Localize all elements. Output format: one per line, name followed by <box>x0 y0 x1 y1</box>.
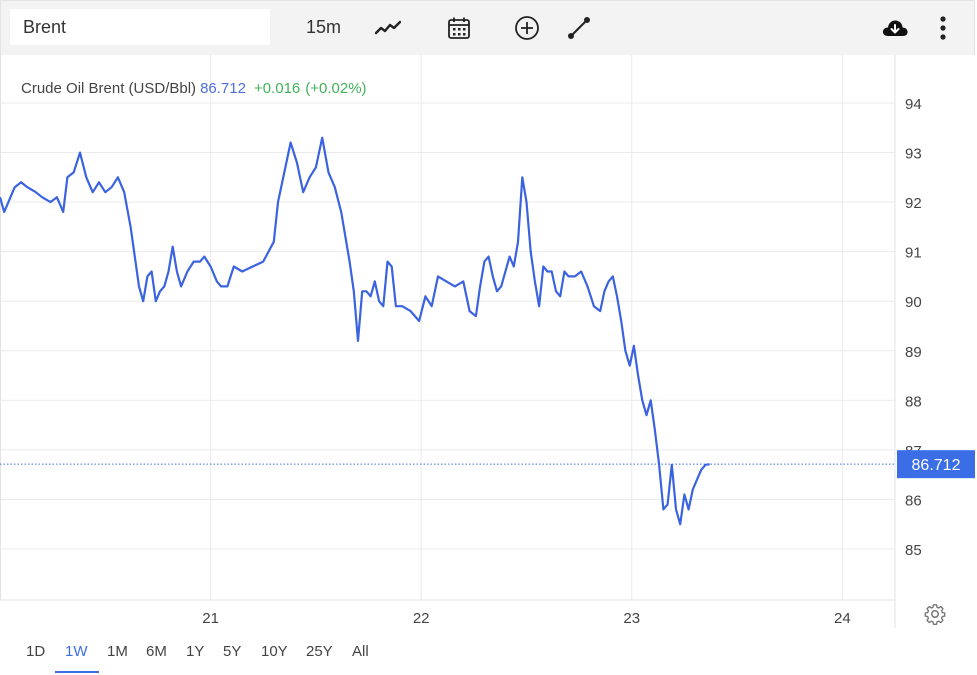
more-vertical-icon[interactable] <box>928 13 958 43</box>
price-tag-box <box>897 450 975 479</box>
download-cloud-icon[interactable] <box>880 13 910 43</box>
y-tick-label: 93 <box>905 146 922 163</box>
active-range-underline <box>55 671 99 673</box>
range-5y-button[interactable]: 5Y <box>223 643 242 660</box>
price-tag-label: 86.712 <box>912 457 961 474</box>
y-tick-label: 90 <box>905 294 922 311</box>
chart-toolbar: 15m <box>0 0 975 55</box>
calendar-icon[interactable] <box>444 13 474 43</box>
chart-grid <box>0 55 895 600</box>
y-tick-label: 85 <box>905 542 922 559</box>
range-6m-button[interactable]: 6M <box>146 643 167 660</box>
y-tick-label: 88 <box>905 393 922 410</box>
y-tick-label: 94 <box>905 96 922 113</box>
range-25y-button[interactable]: 25Y <box>306 643 333 660</box>
price-series-line <box>0 136 710 526</box>
settings-gear-icon[interactable] <box>924 603 946 625</box>
interval-selector[interactable]: 15m <box>306 17 342 37</box>
symbol-search-input[interactable] <box>10 9 270 45</box>
range-1m-button[interactable]: 1M <box>107 643 128 660</box>
legend-symbol-name: Crude Oil Brent (USD/Bbl) <box>21 80 197 97</box>
x-tick-label: 24 <box>834 610 851 627</box>
y-tick-label: 91 <box>905 245 922 262</box>
time-range-selector: 1D 1W 1M 6M 1Y 5Y 10Y 25Y All <box>0 636 600 675</box>
legend-change: +0.016 <box>253 80 301 97</box>
y-tick-label: 86 <box>905 492 922 509</box>
line-chart-icon[interactable] <box>373 13 403 43</box>
range-all-button[interactable]: All <box>352 643 369 660</box>
range-1y-button[interactable]: 1Y <box>186 643 205 660</box>
y-tick-label: 92 <box>905 195 922 212</box>
legend-last-value: 86.712 <box>200 80 246 97</box>
add-indicator-icon[interactable] <box>512 13 542 43</box>
range-1d-button[interactable]: 1D <box>26 643 46 660</box>
drawing-tool-icon[interactable] <box>564 13 594 43</box>
x-tick-label: 21 <box>202 610 219 627</box>
x-tick-label: 23 <box>623 610 640 627</box>
x-tick-label: 22 <box>413 610 430 627</box>
range-10y-button[interactable]: 10Y <box>261 643 288 660</box>
range-1w-button[interactable]: 1W <box>65 643 88 660</box>
last-price-tag: 86.712 <box>897 450 975 479</box>
y-tick-label: 89 <box>905 344 922 361</box>
chart-legend: Crude Oil Brent (USD/Bbl) 86.712 +0.016 (+0… <box>21 80 367 97</box>
legend-change-pct: (+0.02%) <box>305 80 367 97</box>
chart-axes: 8586878889909192939421222324 <box>0 55 922 628</box>
